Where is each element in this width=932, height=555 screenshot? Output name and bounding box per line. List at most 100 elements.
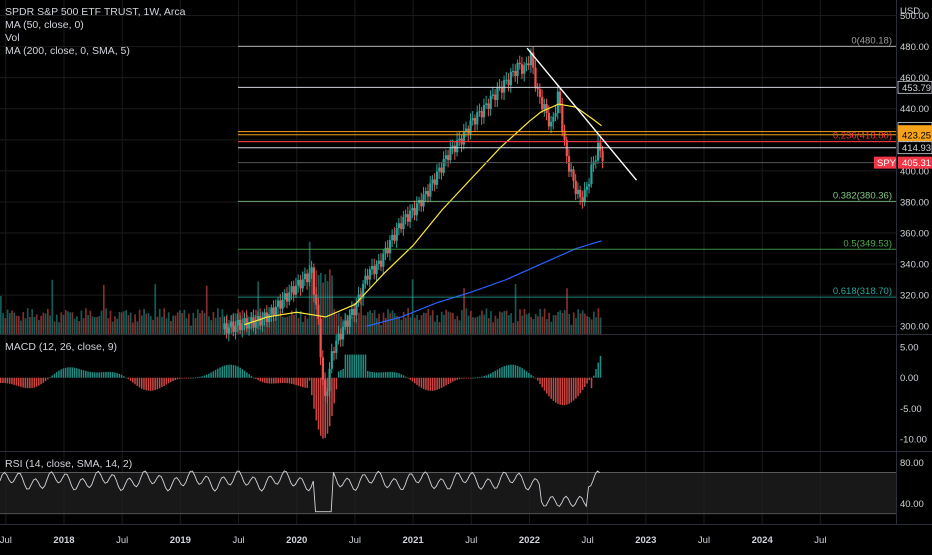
candle-body bbox=[270, 307, 273, 315]
volume-bar bbox=[402, 311, 405, 334]
macd-bar bbox=[445, 377, 447, 386]
macd-bar bbox=[584, 377, 586, 387]
candle-body bbox=[330, 351, 333, 369]
volume-bar bbox=[333, 308, 336, 334]
legend-title[interactable]: SPDR S&P 500 ETF TRUST, 1W, Arca bbox=[5, 6, 186, 18]
volume-bar bbox=[454, 319, 456, 334]
candle-body bbox=[534, 67, 537, 88]
macd-bar bbox=[290, 377, 293, 384]
volume-bar bbox=[125, 310, 128, 334]
volume-bar bbox=[2, 313, 4, 334]
candle-body bbox=[413, 208, 416, 216]
volume-bar bbox=[136, 321, 139, 334]
volume-bar bbox=[487, 318, 490, 334]
macd-bar bbox=[76, 368, 78, 378]
macd-bar bbox=[554, 377, 557, 403]
volume-bar bbox=[64, 310, 67, 334]
macd-bar bbox=[243, 370, 246, 378]
volume-bar bbox=[105, 308, 107, 334]
volume-bar bbox=[452, 312, 454, 334]
macd-bar bbox=[145, 377, 147, 391]
macd-bar bbox=[375, 372, 378, 378]
price-label-3: 423.25 bbox=[902, 130, 931, 141]
candle-body bbox=[489, 95, 492, 109]
volume-bar bbox=[212, 311, 215, 334]
candle-body bbox=[422, 194, 425, 207]
macd-bar bbox=[467, 377, 470, 379]
volume-bar bbox=[152, 319, 154, 334]
macd-bar bbox=[443, 377, 445, 387]
candle-body bbox=[277, 300, 280, 307]
volume-bar bbox=[550, 321, 553, 334]
macd-bar bbox=[259, 377, 262, 382]
legend-vol[interactable]: Vol bbox=[5, 32, 20, 44]
volume-bar bbox=[405, 317, 407, 334]
candle-body bbox=[310, 267, 313, 273]
macd-bar bbox=[80, 369, 83, 378]
volume-bar bbox=[132, 322, 134, 334]
legend-ma200[interactable]: MA (200, close, 0, SMA, 5) bbox=[5, 45, 130, 57]
macd-bar bbox=[201, 376, 203, 378]
macd-bar bbox=[64, 367, 67, 378]
macd-bar bbox=[208, 373, 210, 378]
candle-body bbox=[306, 273, 309, 283]
volume-bar bbox=[496, 318, 499, 334]
candle-body bbox=[315, 294, 318, 305]
volume-bar bbox=[76, 316, 78, 334]
rsi-title[interactable]: RSI (14, close, SMA, 14, 2) bbox=[5, 458, 133, 470]
volume-bar bbox=[102, 284, 105, 334]
volume-bar bbox=[192, 312, 195, 334]
candle-body bbox=[294, 285, 298, 295]
macd-bar bbox=[279, 377, 282, 384]
last-price-box bbox=[898, 156, 932, 169]
candle-body bbox=[599, 142, 602, 151]
volume-bar bbox=[299, 310, 302, 334]
volume-bar bbox=[145, 313, 148, 334]
macd-bar bbox=[257, 377, 259, 381]
volume-bar bbox=[436, 315, 439, 334]
macd-bar bbox=[429, 377, 432, 391]
macd-bar bbox=[409, 377, 412, 380]
candle-body bbox=[456, 140, 459, 153]
macd-bar bbox=[152, 377, 154, 391]
candle-body bbox=[554, 113, 557, 117]
macd-bar bbox=[237, 366, 239, 378]
time-tick-label: 2022 bbox=[519, 535, 540, 546]
volume-bar bbox=[505, 310, 508, 334]
macd-bar bbox=[436, 377, 438, 390]
volume-bar bbox=[568, 314, 571, 334]
candle-body bbox=[487, 103, 490, 109]
volume-bar bbox=[58, 322, 60, 334]
candle-body bbox=[500, 86, 504, 93]
candle-body bbox=[451, 145, 454, 148]
price-tick-label: 340.00 bbox=[900, 260, 929, 271]
legend-ma50[interactable]: MA (50, close, 0) bbox=[5, 19, 84, 31]
macd-bar bbox=[190, 377, 192, 379]
price-label-box-4 bbox=[897, 141, 932, 155]
macd-bar bbox=[205, 374, 208, 378]
candle-body bbox=[509, 71, 512, 86]
volume-bar bbox=[293, 314, 295, 334]
fib-label-0: 0(480.18) bbox=[851, 35, 892, 46]
macd-bar bbox=[217, 368, 219, 378]
volume-bar bbox=[8, 313, 11, 334]
volume-bar bbox=[147, 312, 150, 334]
macd-bar bbox=[187, 377, 190, 379]
macd-title[interactable]: MACD (12, 26, close, 9) bbox=[5, 341, 118, 353]
volume-bar bbox=[203, 312, 206, 334]
time-tick-label: Jul bbox=[349, 535, 361, 546]
volume-bar bbox=[503, 311, 506, 334]
volume-bar bbox=[456, 315, 459, 334]
volume-bar bbox=[575, 317, 577, 334]
volume-bar bbox=[176, 312, 179, 334]
volume-bar bbox=[0, 296, 2, 334]
macd-bar bbox=[4, 377, 6, 384]
volume-bar bbox=[196, 309, 199, 334]
volume-bar bbox=[387, 309, 389, 334]
candle-body bbox=[283, 293, 286, 300]
candle-body bbox=[406, 214, 410, 222]
macd-bar bbox=[62, 368, 65, 378]
macd-bar bbox=[275, 377, 277, 384]
macd-bar bbox=[570, 377, 573, 403]
